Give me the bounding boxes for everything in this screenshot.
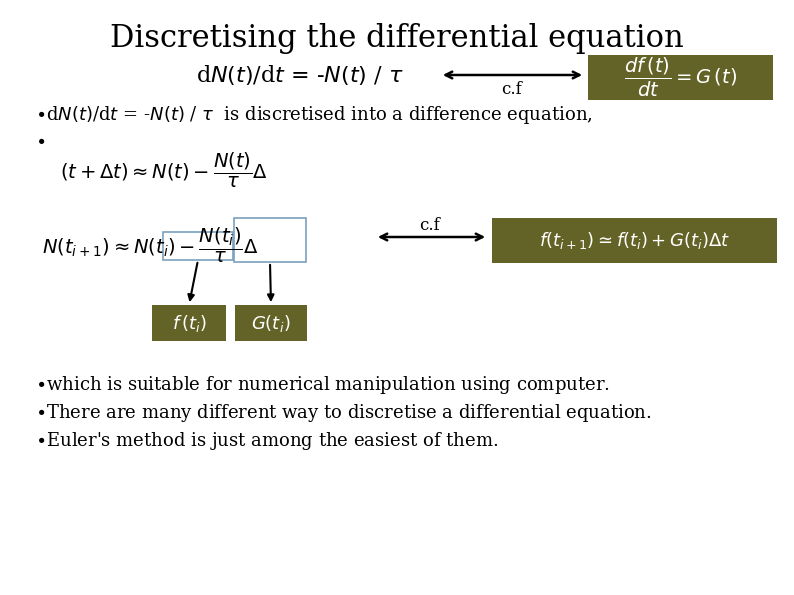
Bar (163, 232, 233, 260)
Text: $\bullet$There are many different way to discretise a differential equation.: $\bullet$There are many different way to… (35, 402, 652, 424)
Text: $(t + \Delta t) \approx N(t) - \dfrac{N(t)}{\tau}\Delta$: $(t + \Delta t) \approx N(t) - \dfrac{N(… (60, 151, 268, 190)
Bar (235, 305, 307, 341)
Bar (492, 218, 777, 263)
Bar (588, 55, 773, 100)
Text: d$N(t)$/d$t$ = -$N(t)$ / $\tau$: d$N(t)$/d$t$ = -$N(t)$ / $\tau$ (196, 63, 404, 87)
Text: c.f: c.f (502, 80, 522, 98)
Text: $\bullet$d$N(t)$/d$t$ = -$N(t)$ / $\tau$  is discretised into a difference equat: $\bullet$d$N(t)$/d$t$ = -$N(t)$ / $\tau$… (35, 104, 593, 126)
Bar (152, 305, 226, 341)
Text: $\bullet$Euler's method is just among the easiest of them.: $\bullet$Euler's method is just among th… (35, 430, 499, 452)
Text: $f\,(t_i)$: $f\,(t_i)$ (172, 312, 206, 334)
Bar (234, 218, 306, 262)
Text: Discretising the differential equation: Discretising the differential equation (110, 23, 684, 54)
Text: $\bullet$: $\bullet$ (35, 131, 45, 149)
Text: $\bullet$which is suitable for numerical manipulation using computer.: $\bullet$which is suitable for numerical… (35, 374, 610, 396)
Text: $N(t_{i+1}) \approx N(t_i) - \dfrac{N(t_i)}{\tau}\Delta$: $N(t_{i+1}) \approx N(t_i) - \dfrac{N(t_… (42, 226, 258, 265)
Text: $G(t_i)$: $G(t_i)$ (251, 312, 291, 334)
Text: c.f: c.f (419, 217, 441, 233)
Text: $f(t_{i+1}) \simeq f(t_i) + G(t_i)\Delta t$: $f(t_{i+1}) \simeq f(t_i) + G(t_i)\Delta… (539, 230, 730, 251)
Text: $\dfrac{df\,(t)}{dt} = G\,(t)$: $\dfrac{df\,(t)}{dt} = G\,(t)$ (624, 56, 737, 99)
